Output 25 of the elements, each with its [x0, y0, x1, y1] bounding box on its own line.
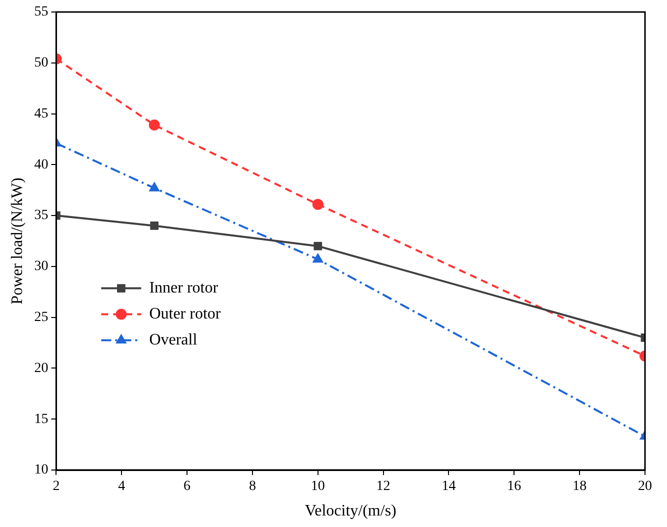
legend-label: Overall [149, 331, 198, 348]
y-tick-label: 45 [34, 106, 48, 122]
y-tick-label: 20 [34, 360, 48, 376]
x-tick-label: 6 [184, 479, 191, 494]
y-tick-label: 40 [34, 157, 48, 172]
legend-label: Inner rotor [149, 279, 219, 296]
x-tick-label: 10 [310, 479, 325, 494]
x-tick-label: 20 [638, 479, 652, 494]
legend-label: Outer rotor [149, 305, 222, 322]
y-tick-label: 30 [34, 259, 48, 274]
y-tick-label: 15 [34, 412, 48, 427]
x-tick-label: 4 [118, 479, 126, 494]
x-axis-title: Velocity/(m/s) [304, 502, 396, 520]
y-tick-label: 25 [34, 310, 48, 326]
y-tick-label: 55 [34, 4, 48, 20]
x-tick-label: 2 [52, 479, 60, 494]
x-tick-label: 8 [248, 479, 256, 494]
y-axis-title: Power load/(N/kW) [8, 178, 26, 304]
x-tick-label: 12 [376, 479, 390, 494]
x-tick-label: 18 [572, 479, 587, 494]
y-tick-label: 50 [34, 56, 48, 71]
x-tick-label: 16 [507, 479, 522, 494]
y-tick-label: 10 [34, 462, 48, 478]
y-tick-label: 35 [34, 208, 48, 224]
x-tick-label: 14 [442, 479, 456, 494]
